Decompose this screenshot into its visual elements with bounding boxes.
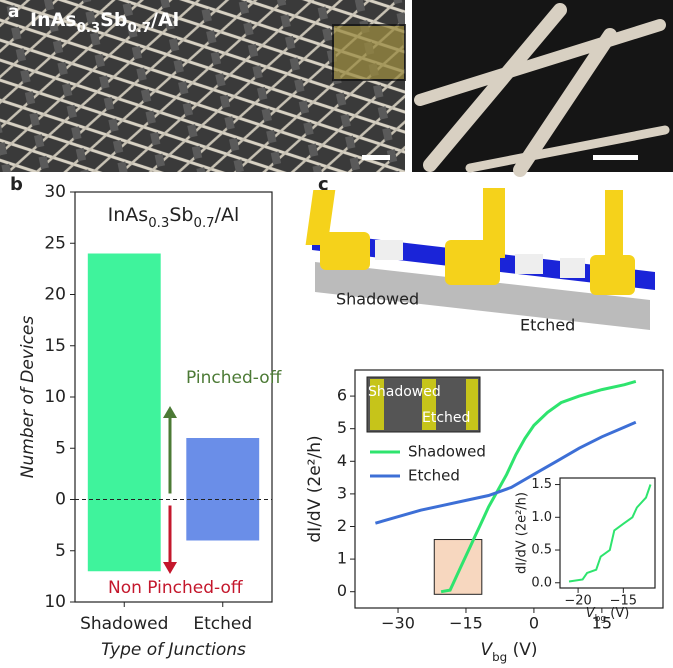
y-tick-label: 1.5 [531,477,552,492]
y-tick-label: 20 [44,285,66,305]
x-tick-label: −15 [449,614,483,633]
arrowhead [163,406,177,418]
bar [87,499,161,572]
bar [186,438,260,500]
text-part: 0.7 [127,21,151,36]
scale-bar [362,155,390,160]
inset-background [560,478,655,588]
y-tick-label: 0 [55,490,66,510]
text-part: (V) [507,640,537,660]
text-part: Sb [100,9,127,31]
nanowires [414,3,670,177]
y-axis-label: dI/dV (2e²/h) [515,492,530,574]
contact [422,379,436,430]
panel-label: c [318,174,329,195]
axes-frame [559,477,656,589]
text-part: V [586,606,596,621]
text-part: (V) [606,606,629,621]
annotation: Non Pinched-off [108,578,244,598]
y-tick-label: 4 [337,451,347,470]
data-line [440,379,637,594]
y-tick-label: 3 [337,483,347,502]
x-axis-label: Vbg (V) [480,640,537,664]
annotation: Pinched-off [186,368,283,388]
x-tick-label: 15 [592,614,612,633]
axes-frame [74,191,273,603]
y-tick-label: 5 [337,418,347,437]
panel-label: b [10,174,23,195]
text-part: /Al [215,204,240,226]
axes-frame [354,369,664,609]
text-part: 0.3 [148,216,169,231]
bar [186,499,260,541]
x-axis-label: Vbg (V) [586,606,630,624]
text-part: /Al [151,9,179,31]
data-line [374,420,637,525]
data-line [568,484,652,583]
text-part: InAs [108,204,149,226]
text-part: bg [492,650,507,664]
x-tick-label: Etched [193,614,252,634]
schematic-label: Etched [520,316,575,335]
contact [370,379,384,430]
y-tick-label: 30 [44,182,66,202]
text-part: InAs [30,9,77,31]
x-tick-label: 0 [529,614,539,633]
schematic-label: Shadowed [336,290,419,309]
photo-label: Etched [422,410,470,426]
y-tick-label: 5 [55,541,66,561]
y-tick-label: 15 [44,336,66,356]
y-tick-label: 6 [337,386,347,405]
y-tick-label: 5 [55,438,66,458]
schematic [305,188,655,330]
x-tick-label: Shadowed [80,614,168,634]
photo-label: Shadowed [368,384,441,400]
zoom-region [433,539,483,595]
panel-label: a [8,2,19,22]
x-axis-label: Type of Junctions [101,640,246,660]
legend-label: Shadowed [408,443,486,461]
y-tick-label: 1 [337,549,347,568]
contact [466,379,478,430]
y-tick-label: 10 [44,387,66,407]
x-tick-label: −20 [564,594,591,609]
bar [87,253,161,500]
y-tick-label: 0.5 [531,543,552,558]
y-tick-label: 25 [44,233,66,253]
y-tick-label: 0.0 [531,575,552,590]
text-part: 0.3 [77,21,101,36]
arrowhead [163,562,177,574]
legend-label: Etched [408,467,460,485]
text-part: V [480,640,493,660]
inset-highlight [332,24,406,81]
y-tick-label: 1.0 [531,510,552,525]
x-tick-label: −15 [610,594,637,609]
text-part: bg [595,614,607,624]
text-part: 0.7 [193,216,214,231]
scale-bar [593,155,638,160]
y-axis-label: Number of Devices [18,316,38,479]
chart-title: InAs0.3Sb0.7/Al [108,204,240,231]
y-tick-label: 10 [44,592,66,612]
y-tick-label: 0 [337,581,347,600]
y-axis-label: dI/dV (2e²/h) [305,435,325,542]
text-part: Sb [169,204,193,226]
y-tick-label: 2 [337,516,347,535]
x-tick-label: −30 [381,614,415,633]
image-title: InAs0.3Sb0.7/Al [30,9,179,36]
